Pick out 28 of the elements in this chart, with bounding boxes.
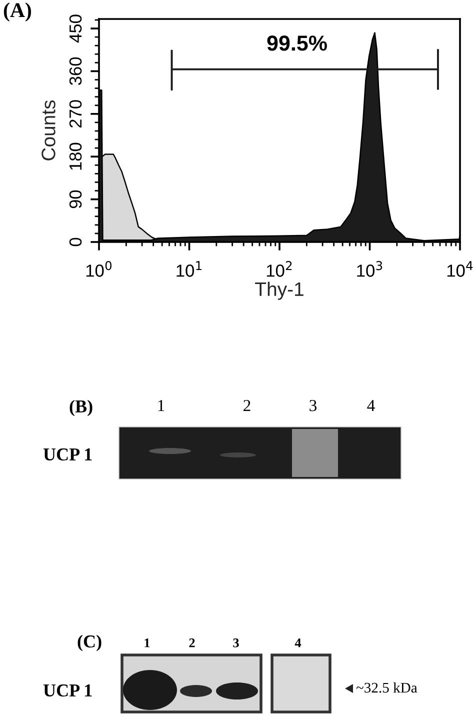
text: 4 xyxy=(367,400,375,412)
text: 2 xyxy=(189,638,195,648)
text: 1 xyxy=(158,400,164,412)
text: 1 xyxy=(144,638,150,648)
x-axis-title: Thy-1 xyxy=(255,282,304,300)
text: UCP 1 xyxy=(43,448,92,461)
y-tick-label: 270 xyxy=(69,100,82,128)
text: 4 xyxy=(294,638,302,648)
x-tick-label: 10$^{0}$ xyxy=(86,261,112,277)
text: 3 xyxy=(233,638,239,648)
text: (A) xyxy=(4,2,32,22)
text: 3 xyxy=(310,400,317,412)
y-tick-label: 90 xyxy=(69,190,82,208)
x-tick-label: 10$^{3}$ xyxy=(357,261,382,277)
y-tick-label: 0 xyxy=(69,238,82,246)
text: ~32.5 kDa xyxy=(356,682,418,693)
x-tick-label: 10$^{2}$ xyxy=(266,261,292,277)
y-tick-label: 180 xyxy=(69,142,82,170)
annotation: 99.5% xyxy=(267,36,327,51)
y-tick-label: 450 xyxy=(69,14,82,43)
y-axis-title: Counts xyxy=(42,100,56,160)
text: UCP 1 xyxy=(43,684,92,697)
x-tick-label: 10$^{1}$ xyxy=(176,261,202,277)
text: (B) xyxy=(70,400,92,416)
y-tick-label: 360 xyxy=(69,57,82,86)
text: 2 xyxy=(244,400,250,412)
text: (C) xyxy=(78,634,102,652)
x-tick-label: 10$^{4}$ xyxy=(447,261,473,277)
